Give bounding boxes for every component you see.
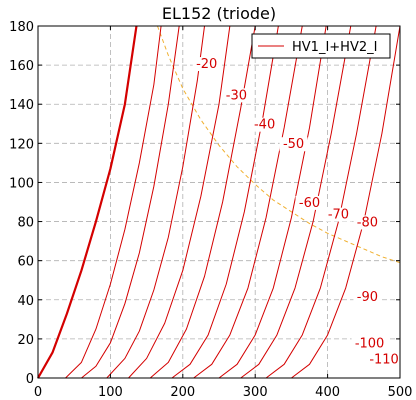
y-tick-label: 120 [9,137,34,152]
x-tick-label: 500 [388,385,413,400]
bias-label-bg [366,352,403,367]
plot-area [38,26,400,378]
bias-label: -90 [357,290,378,305]
bias-label: -60 [299,196,320,211]
y-tick-label: 160 [9,59,34,74]
plate-curve-90 [240,25,352,379]
bias-label: -50 [283,137,304,152]
bias-label-bg [250,117,279,132]
bias-label: -100 [355,337,385,352]
legend-label: HV1_I+HV2_I [292,40,377,55]
bias-label: -40 [254,118,275,133]
bias-label-bg [192,57,221,72]
plate-curves [37,25,401,379]
bias-label-bg [222,88,251,103]
y-tick-label: 20 [17,333,34,348]
y-tick-label: 80 [17,216,34,231]
plate-curve-30 [106,25,206,379]
plate-curve-10 [65,25,162,379]
x-tick-label: 400 [315,385,340,400]
y-tick-label: 140 [9,98,34,113]
bias-label-bg [353,215,382,230]
y-tick-label: 60 [17,255,34,270]
chart-title: EL152 (triode) [162,4,276,23]
bias-label-bg [324,207,353,222]
plate-curve-70 [193,25,303,379]
bias-label: -80 [357,215,378,230]
legend: HV1_I+HV2_I [251,33,391,59]
plate-curve-0 [37,25,138,379]
grid-bias-labels: -20 -30 -40 -50 -60 -70 -80 -90 -100-110 [192,57,403,367]
bias-label-bg [279,137,308,152]
axis-ticks: 0 100 200 300 400 500 0 20 40 60 80 100 120 140 160 180 [9,20,412,400]
y-tick-label: 100 [9,176,34,191]
bias-label: -30 [226,88,247,103]
plate-curve-40 [128,25,231,379]
x-tick-label: 200 [170,385,195,400]
plate-curve-50 [149,25,256,379]
y-tick-label: 180 [9,20,34,35]
plate-curve-100 [265,25,377,379]
plate-curve-20 [81,25,180,379]
bias-label-bg [351,336,388,351]
max-dissipation-curve [156,25,401,264]
y-tick-label: 0 [26,372,34,387]
y-tick-label: 40 [17,294,34,309]
bias-label: -110 [369,352,399,367]
bias-label-bg [295,195,324,210]
bias-label: -70 [328,208,349,223]
plot-frame [37,25,401,379]
plate-curve-110 [291,25,401,379]
dissipation-line [156,25,401,264]
x-tick-label: 100 [98,385,123,400]
plate-curve-80 [218,25,327,379]
x-tick-label: 300 [243,385,268,400]
bias-label-bg [353,289,382,304]
bias-label: -20 [196,57,217,72]
x-tick-label: 0 [34,385,42,400]
